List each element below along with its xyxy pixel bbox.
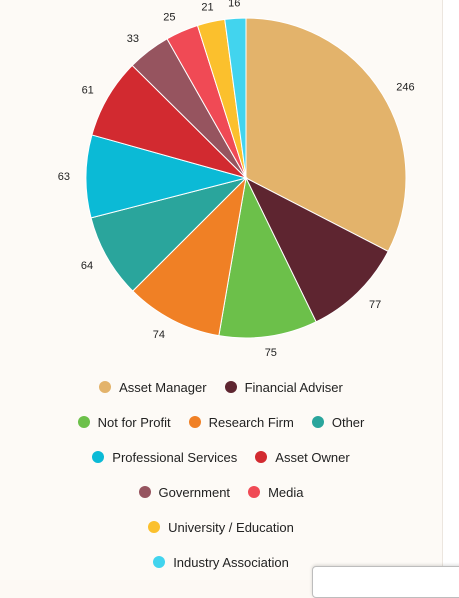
legend-label: Asset Owner: [275, 449, 350, 465]
data-label-not-for-profit: 75: [265, 347, 277, 359]
legend-label: Industry Association: [173, 554, 289, 570]
legend-item-professional-services[interactable]: Professional Services: [92, 450, 237, 465]
legend-item-not-for-profit[interactable]: Not for Profit: [77, 414, 171, 430]
data-label-asset-owner: 61: [82, 85, 94, 97]
legend-label: Professional Services: [112, 449, 238, 465]
legend-item-financial-adviser[interactable]: Financial Adviser: [224, 379, 343, 395]
pie-slice-research-firm[interactable]: [132, 176, 247, 337]
legend-label: Media: [268, 484, 304, 500]
data-label-other: 64: [81, 260, 93, 272]
legend-item-industry-association[interactable]: Industry Association: [153, 555, 289, 570]
legend-row: University / Education: [0, 517, 442, 537]
pie-slice-asset-manager[interactable]: [245, 17, 407, 253]
legend-swatch: [248, 486, 261, 498]
legend-item-asset-manager[interactable]: Asset Manager: [99, 379, 207, 395]
data-label-government: 33: [127, 33, 139, 45]
legend-label: Government: [158, 484, 231, 500]
legend-item-research-firm[interactable]: Research Firm: [188, 414, 294, 430]
pie-chart: 246 77 75 74 64 63 61 33 25 21 16: [58, 0, 415, 359]
legend-row: Government Media: [0, 482, 442, 502]
legend-swatch: [153, 556, 166, 568]
legend-label: Research Firm: [208, 414, 294, 430]
legend-swatch: [148, 521, 161, 533]
legend-swatch: [311, 416, 324, 428]
data-label-research-firm: 74: [153, 329, 165, 341]
legend-label: University / Education: [168, 519, 294, 535]
chart-area: 246 77 75 74 64 63 61 33 25 21 16 Asset Manager Fin…: [0, 0, 442, 572]
data-label-media: 25: [163, 12, 175, 24]
legend-row: Professional Services Asset Owner: [0, 447, 442, 467]
legend-item-other[interactable]: Other: [311, 414, 365, 430]
legend-label: Other: [331, 414, 365, 430]
data-label-university-education: 21: [201, 1, 213, 13]
legend-label: Not for Profit: [97, 414, 171, 430]
pie-slice-industry-association[interactable]: [224, 17, 247, 179]
legend-item-media[interactable]: Media: [248, 485, 303, 500]
legend-swatch: [92, 451, 105, 463]
data-label-professional-services: 63: [58, 171, 70, 183]
legend-item-asset-owner[interactable]: Asset Owner: [255, 449, 350, 465]
pie-slice-not-for-profit[interactable]: [218, 176, 317, 339]
legend-swatch: [99, 381, 112, 393]
data-label-asset-manager: 246: [396, 81, 414, 93]
legend-label: Asset Manager: [119, 379, 207, 395]
right-gutter: [442, 0, 459, 580]
legend-swatch: [188, 416, 201, 428]
legend-item-government[interactable]: Government: [138, 484, 231, 500]
legend-swatch: [255, 451, 268, 463]
data-label-financial-adviser: 77: [369, 299, 381, 311]
pie-slice-other[interactable]: [90, 177, 248, 292]
data-label-industry-association: 16: [228, 0, 240, 9]
pie-slice-financial-adviser[interactable]: [244, 176, 389, 323]
legend-swatch: [138, 486, 151, 498]
legend-label: Financial Adviser: [244, 379, 343, 395]
legend-swatch: [77, 416, 90, 428]
bottom-popup-panel: [312, 566, 459, 598]
legend-swatch: [224, 381, 237, 393]
legend-row: Industry Association: [0, 552, 442, 572]
legend-row: Asset Manager Financial Adviser: [0, 377, 442, 397]
legend-item-university-education[interactable]: University / Education: [148, 520, 294, 535]
legend-row: Not for Profit Research Firm Other: [0, 412, 442, 432]
